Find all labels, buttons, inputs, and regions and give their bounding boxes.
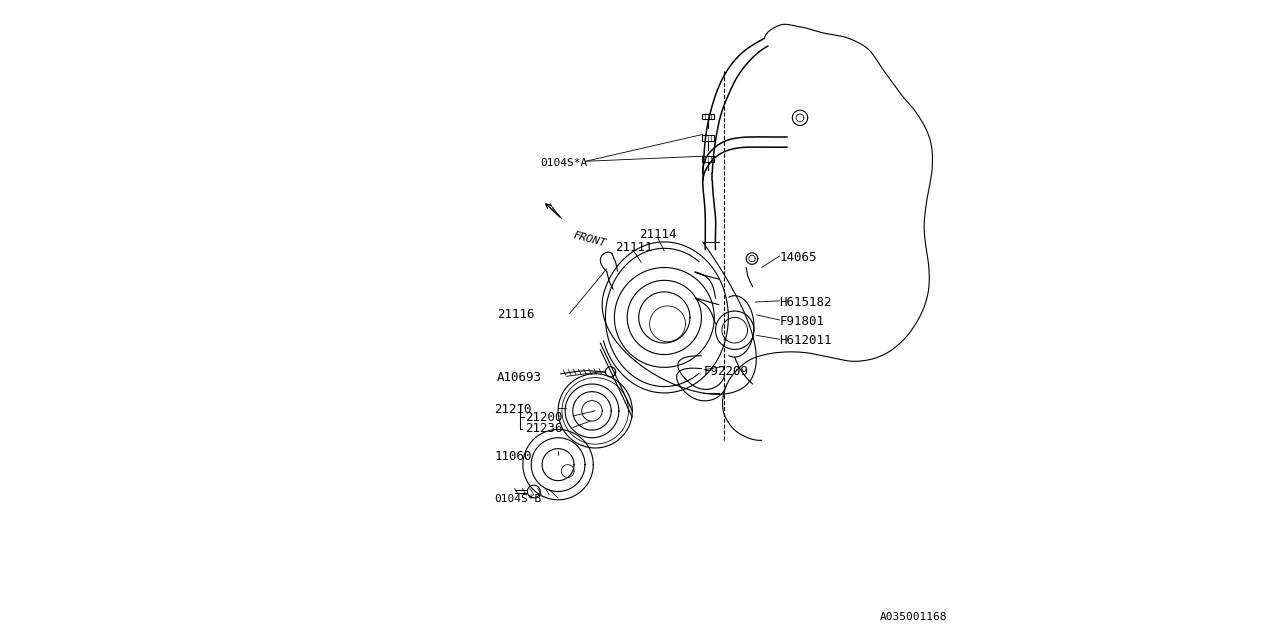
Text: H612011: H612011	[780, 334, 832, 347]
Text: 0104S*A: 0104S*A	[540, 158, 588, 168]
Text: F92209: F92209	[704, 365, 749, 378]
Text: FRONT: FRONT	[571, 230, 607, 249]
Text: 21111: 21111	[614, 241, 653, 253]
Text: 0104S*B: 0104S*B	[494, 494, 541, 504]
Text: 21114: 21114	[639, 228, 677, 241]
Text: H615182: H615182	[780, 296, 832, 308]
Text: 21210: 21210	[494, 403, 531, 416]
Text: 14065: 14065	[780, 251, 817, 264]
Bar	[701, 114, 714, 120]
Text: A035001168: A035001168	[879, 612, 947, 622]
Text: A10693: A10693	[497, 371, 541, 384]
Text: 21236: 21236	[525, 422, 562, 435]
Bar	[701, 136, 714, 141]
Text: F91801: F91801	[780, 315, 824, 328]
Text: 21116: 21116	[497, 308, 534, 321]
Bar	[701, 156, 714, 161]
Text: 11060: 11060	[494, 450, 531, 463]
Text: 21200: 21200	[525, 411, 562, 424]
